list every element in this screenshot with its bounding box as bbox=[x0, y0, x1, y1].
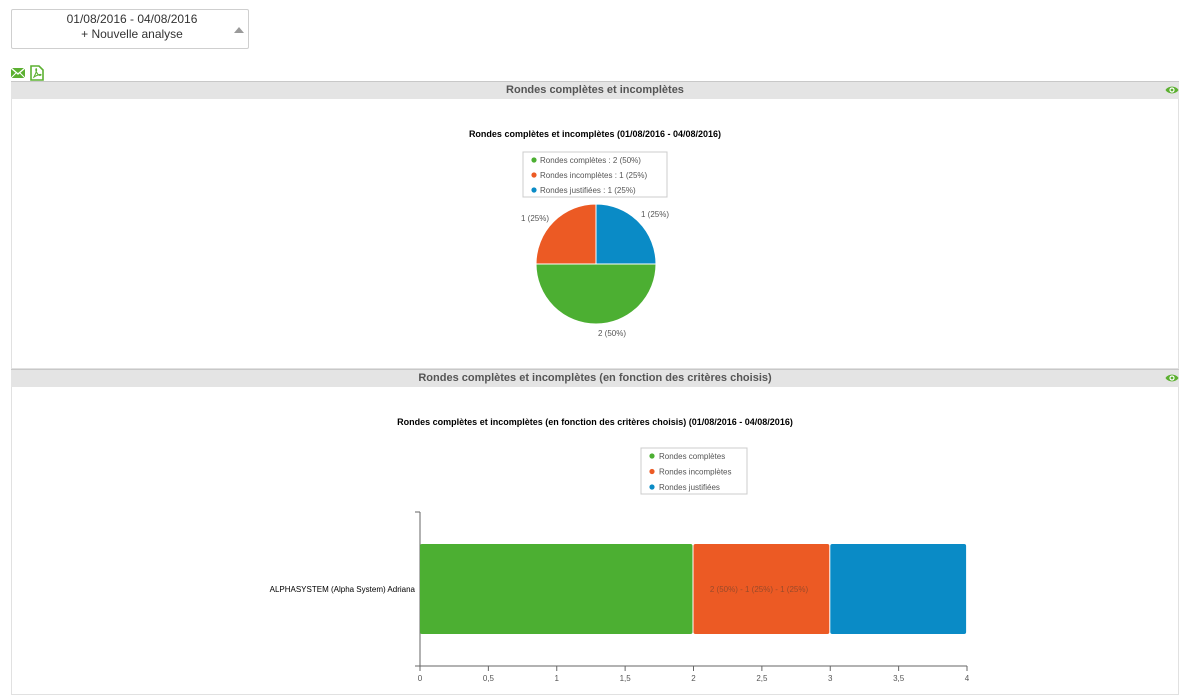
pie-slice-label: 1 (25%) bbox=[641, 210, 669, 219]
pie-legend-marker bbox=[531, 172, 537, 178]
pie-slice-label: 1 (25%) bbox=[521, 214, 549, 223]
pie-legend-label: Rondes complètes : 2 (50%) bbox=[540, 156, 641, 165]
panel1-body: Rondes complètes et incomplètes (01/08/2… bbox=[11, 99, 1179, 369]
x-tick-label: 3 bbox=[828, 674, 833, 683]
pie-legend-marker bbox=[531, 187, 537, 193]
pie-legend-label: Rondes incomplètes : 1 (25%) bbox=[540, 171, 648, 180]
pie-chart: Rondes complètes et incomplètes (01/08/2… bbox=[469, 129, 721, 338]
bar-segment bbox=[693, 544, 830, 634]
new-analysis-link[interactable]: + Nouvelle analyse bbox=[81, 27, 183, 41]
collapse-caret-icon[interactable] bbox=[234, 27, 244, 33]
bar-legend-marker bbox=[649, 468, 655, 475]
x-tick-label: 0,5 bbox=[483, 674, 495, 683]
bar-legend-marker bbox=[649, 484, 655, 490]
bar-legend bbox=[640, 447, 748, 495]
bar-legend-label: Rondes complètes bbox=[659, 452, 725, 461]
bar-legend-label: Rondes incomplètes bbox=[659, 468, 731, 477]
pie-slice bbox=[535, 203, 597, 265]
bar-title: Rondes complètes et incomplètes (en fonc… bbox=[397, 417, 793, 427]
bar-value-label: 2 (50%) - 1 (25%) - 1 (25%) bbox=[710, 585, 809, 594]
panel2-header: Rondes complètes et incomplètes (en fonc… bbox=[11, 369, 1179, 387]
bar-legend-label: Rondes justifiées bbox=[659, 483, 720, 492]
pdf-icon[interactable] bbox=[30, 65, 44, 81]
panel2-body: Rondes complètes et incomplètes (en fonc… bbox=[11, 387, 1179, 695]
bar-chart: Rondes complètes et incomplètes (en fonc… bbox=[270, 417, 970, 683]
pie-slice-label: 2 (50%) bbox=[598, 329, 626, 338]
x-tick-label: 4 bbox=[965, 674, 970, 683]
pie-legend-label: Rondes justifiées : 1 (25%) bbox=[540, 186, 636, 195]
pie-slice bbox=[595, 203, 657, 265]
bar-category-label: ALPHASYSTEM (Alpha System) Adriana bbox=[270, 585, 416, 594]
bar-legend-marker bbox=[649, 453, 655, 459]
pie-slice bbox=[535, 263, 657, 325]
date-range-selector[interactable]: 01/08/2016 - 04/08/2016 + Nouvelle analy… bbox=[11, 9, 249, 49]
bar-segment bbox=[420, 544, 693, 634]
pie-legend-marker bbox=[531, 157, 537, 163]
eye-icon[interactable] bbox=[1165, 373, 1179, 383]
pie-title: Rondes complètes et incomplètes (01/08/2… bbox=[469, 129, 721, 139]
bar-segment bbox=[830, 544, 967, 634]
x-tick-label: 2,5 bbox=[756, 674, 768, 683]
panel1-title: Rondes complètes et incomplètes bbox=[506, 84, 684, 96]
eye-icon[interactable] bbox=[1165, 85, 1179, 95]
panel1-header: Rondes complètes et incomplètes bbox=[11, 81, 1179, 99]
x-tick-label: 0 bbox=[418, 674, 423, 683]
x-tick-label: 1 bbox=[555, 674, 560, 683]
panel2-title: Rondes complètes et incomplètes (en fonc… bbox=[418, 372, 772, 384]
pie-legend bbox=[522, 151, 668, 198]
x-tick-label: 3,5 bbox=[893, 674, 905, 683]
x-tick-label: 1,5 bbox=[620, 674, 632, 683]
x-tick-label: 2 bbox=[691, 674, 696, 683]
mail-icon[interactable] bbox=[11, 68, 25, 78]
date-range-text: 01/08/2016 - 04/08/2016 bbox=[66, 12, 198, 26]
